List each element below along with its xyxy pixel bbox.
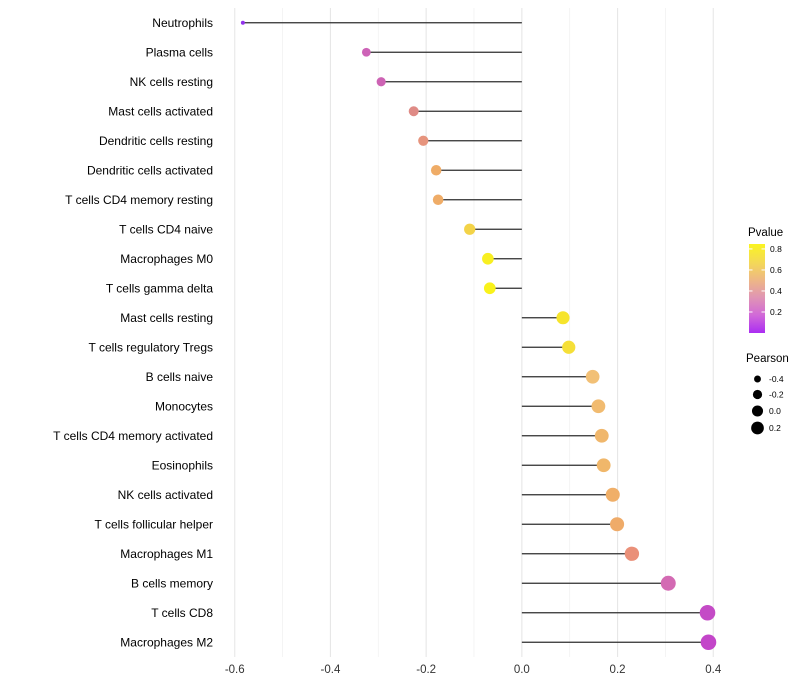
pvalue-tick-label: 0.4 [770,286,782,296]
dot-layer [240,20,717,651]
lollipop-dot [430,165,442,176]
pvalue-colorbar [749,244,765,333]
lollipop-dot [596,458,611,473]
row-label: Mast cells resting [120,311,213,325]
lollipop-dot [562,340,576,354]
lollipop-dot [594,428,609,443]
y-axis-labels: Neutrophils Plasma cells NK cells resting M… [53,16,213,650]
row-label: B cells memory [131,576,213,590]
x-axis-labels: -0.6 -0.4 -0.2 0.0 0.2 0.4 [225,664,722,676]
lollipop-dot [482,252,494,265]
lollipop-dot [483,282,496,295]
x-tick-label: 0.4 [705,664,722,676]
lollipop-dot [432,194,444,206]
pearson-size-dot [754,375,761,383]
lollipop-dot [591,399,606,414]
row-label: Mast cells activated [108,104,213,118]
pearson-size-dot [751,421,764,435]
pvalue-tick-label: 0.8 [770,244,782,254]
row-label: T cells regulatory Tregs [89,340,214,354]
row-label: Dendritic cells resting [99,134,213,148]
lollipop-dot [464,223,476,235]
pearson-legend-title: Pearson [746,353,789,365]
legend: Pvalue 0.8 0.6 0.4 0.2 Pearson -0.4 -0.2 0.0 0… [746,227,789,435]
row-label: NK cells activated [118,488,213,502]
x-tick-label: -0.2 [416,664,436,676]
row-label: Macrophages M0 [120,252,213,266]
row-label: Plasma cells [146,45,213,59]
lollipop-dot [376,77,386,87]
row-label: Monocytes [155,399,213,413]
pearson-size-label: -0.2 [769,390,784,400]
lollipop-dot [700,634,717,651]
lollipop-dot [624,546,640,561]
row-label: T cells CD8 [151,606,213,620]
row-label: Macrophages M1 [120,547,213,561]
lollipop-dot [699,604,716,621]
lollipop-dot [610,517,625,532]
pvalue-tick-label: 0.6 [770,265,782,275]
row-label: T cells CD4 memory resting [65,193,213,207]
lollipop-dot [556,311,570,325]
lollipop-dot [240,20,245,25]
pearson-size-label: 0.2 [769,423,781,433]
row-label: Eosinophils [152,458,213,472]
pearson-size-dot [751,405,764,417]
lollipop-dot [585,369,600,384]
x-tick-label: 0.0 [514,664,530,676]
row-label: T cells CD4 memory activated [53,429,213,443]
row-label: NK cells resting [130,75,213,89]
stem-layer [242,22,709,643]
row-label: T cells CD4 naive [119,222,213,236]
row-label: Neutrophils [152,16,213,30]
row-label: T cells gamma delta [106,281,213,295]
row-label: T cells follicular helper [95,517,214,531]
pvalue-legend-title: Pvalue [748,227,783,239]
lollipop-dot [361,47,371,57]
lollipop-dot [408,106,419,117]
pearson-size-label: -0.4 [769,374,784,384]
lollipop-dot [605,487,620,502]
x-tick-label: 0.2 [610,664,626,676]
pearson-size-dot [752,389,763,400]
x-tick-label: -0.6 [225,664,245,676]
lollipop-dot [660,575,676,591]
x-tick-label: -0.4 [321,664,341,676]
grid-layer [234,8,714,657]
row-label: Macrophages M2 [120,635,213,649]
pearson-size-label: 0.0 [769,406,781,416]
pvalue-tick-label: 0.2 [770,307,782,317]
row-label: Dendritic cells activated [87,163,213,177]
lollipop-dot [418,135,429,146]
row-label: B cells naive [146,370,214,384]
